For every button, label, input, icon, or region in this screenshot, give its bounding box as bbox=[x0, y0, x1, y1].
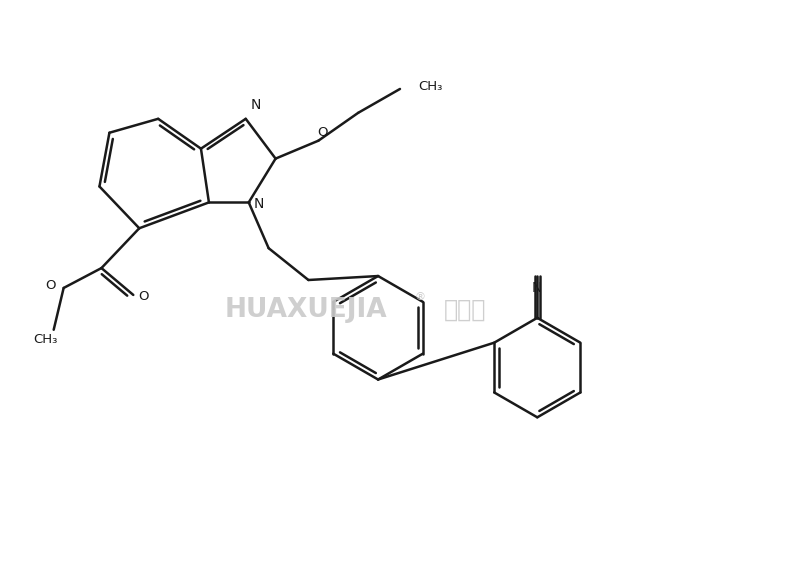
Text: HUAXUEJIA: HUAXUEJIA bbox=[224, 297, 387, 323]
Text: CH₃: CH₃ bbox=[34, 333, 58, 346]
Text: O: O bbox=[45, 279, 56, 292]
Text: N: N bbox=[251, 98, 261, 112]
Text: 化学加: 化学加 bbox=[444, 298, 486, 322]
Text: O: O bbox=[317, 126, 328, 139]
Text: N: N bbox=[254, 197, 264, 211]
Text: ®: ® bbox=[414, 292, 426, 302]
Text: CH₃: CH₃ bbox=[418, 80, 442, 93]
Text: O: O bbox=[138, 291, 148, 303]
Text: N: N bbox=[532, 281, 542, 295]
